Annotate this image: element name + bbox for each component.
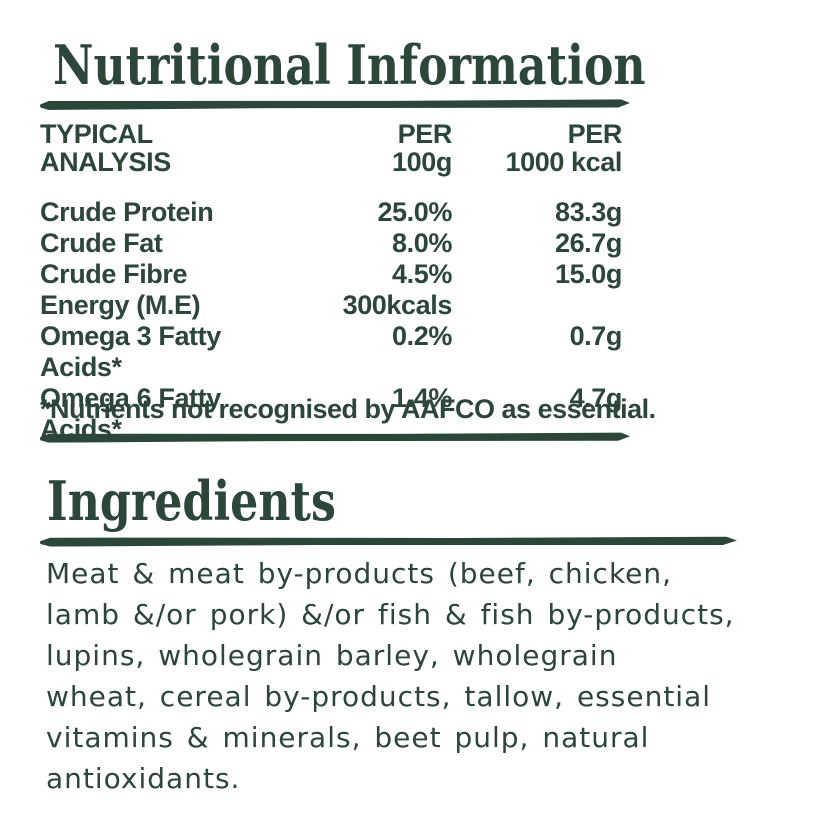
nutrition-section-title: Nutritional Information <box>53 33 646 97</box>
ingredients-paragraph: Meat & meat by-products (beef, chicken, … <box>46 553 806 799</box>
ingredients-line: vitamins & minerals, beet pulp, natural <box>46 721 650 754</box>
nutrient-per-1000kcal: 26.7g <box>554 228 622 258</box>
nutrient-label: Energy (M.E) <box>40 290 201 320</box>
table-row: Omega 3 Fatty Acids* 0.2% 0.7g <box>40 321 622 383</box>
aafco-footnote: *Nutrients not recognised by AAFCO as es… <box>40 394 656 424</box>
nutrient-label: Crude Protein <box>40 197 214 227</box>
nutrient-label: Crude Fibre <box>40 259 188 289</box>
nutrient-per-100g: 0.2% <box>392 321 452 351</box>
header-per-1000kcal: PER 1000 kcal <box>505 119 622 177</box>
header-typical-analysis: TYPICAL ANALYSIS <box>40 119 171 177</box>
ingredients-section-title: Ingredients <box>47 469 336 533</box>
table-row: Energy (M.E) 300kcals <box>40 290 622 321</box>
nutrient-per-1000kcal: 15.0g <box>554 259 622 289</box>
divider-rule-top <box>40 99 630 110</box>
nutrient-per-100g: 1.4% <box>392 383 452 413</box>
ingredients-line: lamb &/or pork) &/or fish & fish by-prod… <box>46 598 735 631</box>
nutrient-label: Omega 6 Fatty Acids* <box>40 383 221 444</box>
ingredients-line: wheat, cereal by-products, tallow, essen… <box>46 680 712 713</box>
nutrient-label: Omega 3 Fatty Acids* <box>40 321 221 382</box>
ingredients-line: Meat & meat by-products (beef, chicken, <box>46 557 673 590</box>
nutrient-per-1000kcal: 0.7g <box>569 321 623 351</box>
nutrient-per-100g: 8.0% <box>392 228 452 258</box>
table-row: Crude Fibre 4.5% 15.0g <box>40 259 622 290</box>
nutrient-per-1000kcal: 83.3g <box>554 197 622 227</box>
table-row: Crude Fat 8.0% 26.7g <box>40 228 622 259</box>
header-per-100g: PER 100g <box>392 119 452 177</box>
table-row: Omega 6 Fatty Acids* 1.4% 4.7g <box>40 383 622 445</box>
table-body: Crude Protein 25.0% 83.3g Crude Fat 8.0%… <box>40 197 622 445</box>
table-header-row: TYPICAL ANALYSIS PER 100g PER 1000 kcal <box>40 120 622 176</box>
ingredients-line: antioxidants. <box>46 762 241 795</box>
nutrient-per-1000kcal <box>452 290 622 321</box>
nutrient-per-100g: 25.0% <box>377 197 452 227</box>
ingredients-underline-rule <box>40 536 737 546</box>
nutrient-per-1000kcal: 4.7g <box>569 383 623 413</box>
typical-analysis-table: TYPICAL ANALYSIS PER 100g PER 1000 kcal … <box>40 120 622 445</box>
table-row: Crude Protein 25.0% 83.3g <box>40 197 622 228</box>
nutrient-per-100g: 4.5% <box>392 259 452 289</box>
nutrient-per-100g: 300kcals <box>342 290 453 320</box>
ingredients-line: lupins, wholegrain barley, wholegrain <box>46 639 618 672</box>
nutrient-label: Crude Fat <box>40 228 163 258</box>
